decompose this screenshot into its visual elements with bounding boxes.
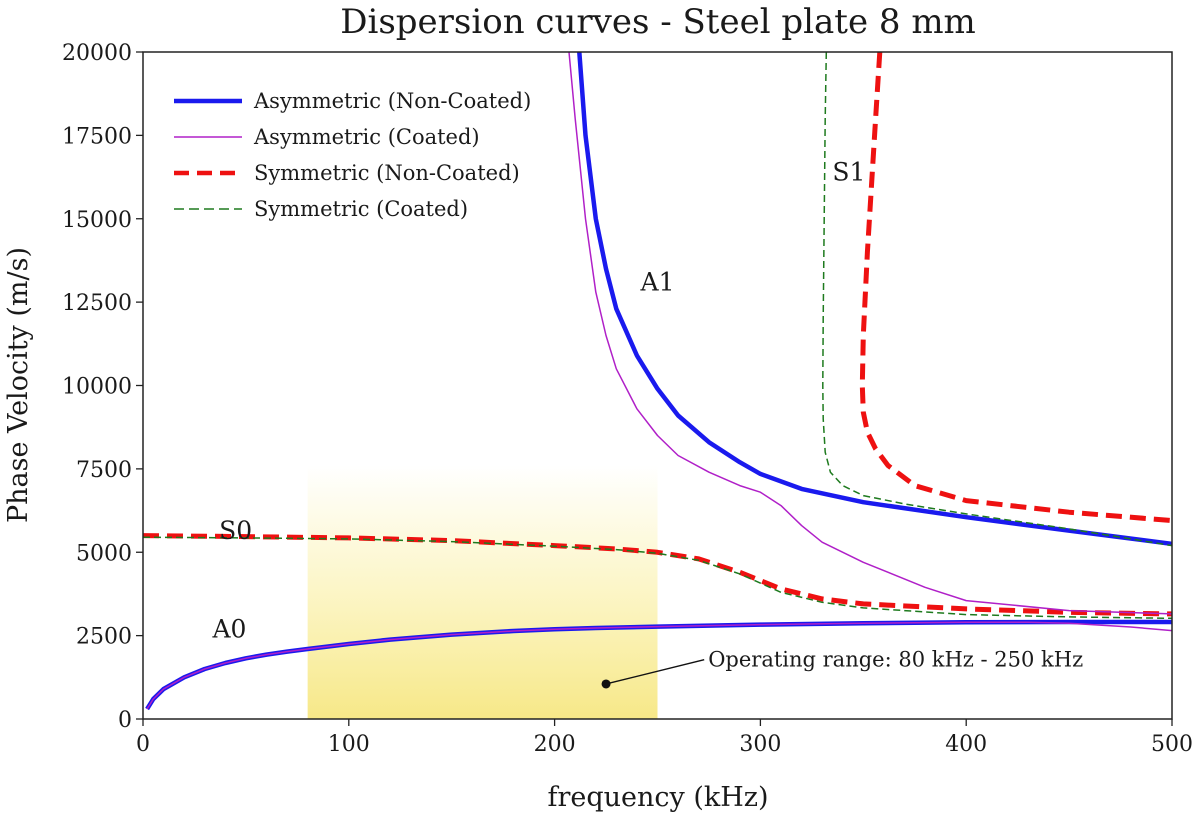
operating-range-annotation: Operating range: 80 kHz - 250 kHz: [601, 648, 1083, 689]
legend-label-asymmetric-coated: Asymmetric (Coated): [253, 125, 480, 149]
chart-title: Dispersion curves - Steel plate 8 mm: [340, 2, 976, 42]
y-tick-label: 15000: [62, 208, 132, 233]
x-tick-label: 300: [739, 732, 781, 757]
annotation-leader-line: [605, 658, 705, 685]
curve-labels-layer: A0 S0 A1 S1: [211, 157, 865, 643]
series-line-a1-asymmetric-non-coated: [577, 52, 1172, 547]
series-line-s0-symmetric-non-coated: [143, 533, 1172, 617]
curve-label-a0: A0: [211, 614, 246, 643]
annotation-text: Operating range: 80 kHz - 250 kHz: [708, 648, 1083, 672]
y-tick-label: 20000: [62, 41, 132, 66]
series-line-a0-asymmetric-coated: [146, 621, 1172, 710]
x-tick-label: 400: [945, 732, 987, 757]
series-line-s1-symmetric-coated: [822, 52, 1172, 547]
ticks-layer: 0 100 200 300 400 500025005000750010000125001…: [62, 41, 1193, 757]
series-layer: [143, 52, 1172, 711]
legend-label-asymmetric-non-coated: Asymmetric (Non-Coated): [253, 89, 531, 113]
x-tick-label: 200: [534, 732, 576, 757]
operating-range-band: [307, 465, 658, 719]
annotation-marker: [601, 679, 611, 689]
series-line-s0-symmetric-coated: [143, 536, 1172, 620]
operating-range-layer: [307, 465, 658, 719]
y-tick-label: 17500: [62, 124, 132, 149]
y-tick-label: 12500: [62, 291, 132, 316]
series-line-a1-asymmetric-coated: [568, 52, 1172, 615]
y-axis-label: Phase Velocity (m/s): [3, 247, 34, 523]
x-tick-label: 100: [328, 732, 370, 757]
curve-label-a1: A1: [640, 267, 675, 296]
y-tick-label: 7500: [76, 458, 132, 483]
x-tick-label: 0: [136, 732, 150, 757]
y-tick-label: 0: [118, 708, 132, 733]
curve-label-s0: S0: [219, 516, 252, 545]
y-tick-label: 2500: [76, 625, 132, 650]
x-tick-label: 500: [1151, 732, 1193, 757]
legend-label-symmetric-non-coated: Symmetric (Non-Coated): [254, 161, 520, 185]
y-tick-label: 5000: [76, 541, 132, 566]
series-line-s1-symmetric-non-coated: [859, 52, 1172, 524]
legend-label-symmetric-coated: Symmetric (Coated): [254, 197, 468, 221]
y-tick-label: 10000: [62, 375, 132, 400]
legend: Asymmetric (Non-Coated) Asymmetric (Coate…: [174, 89, 531, 221]
curve-label-s1: S1: [832, 157, 865, 186]
x-axis-label: frequency (kHz): [547, 782, 768, 813]
